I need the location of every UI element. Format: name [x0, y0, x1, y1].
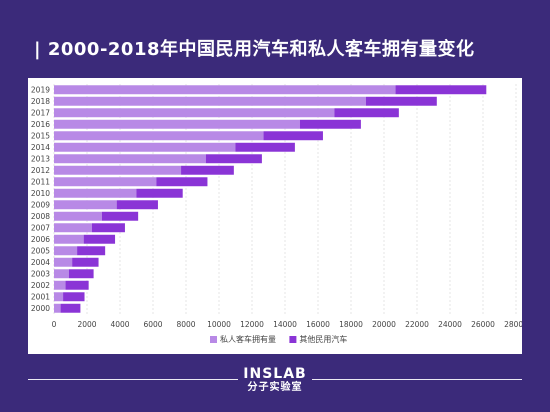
bar-segment — [54, 108, 335, 118]
x-tick-label: 16000 — [306, 320, 330, 329]
x-tick-label: 22000 — [405, 320, 429, 329]
bar-segment — [263, 131, 323, 141]
bar-segment — [54, 188, 137, 198]
bar-segment — [101, 211, 139, 221]
bar-segment — [54, 200, 117, 210]
bar-segment — [91, 223, 125, 233]
bar-segment — [136, 188, 183, 198]
bar-segment — [54, 223, 92, 233]
bar-segment — [54, 246, 78, 256]
x-tick-label: 8000 — [176, 320, 195, 329]
bar-segment — [181, 165, 234, 175]
bar-segment — [63, 292, 85, 302]
bar-segment — [54, 96, 366, 106]
legend-label: 私人客车拥有量 — [220, 334, 276, 344]
y-tick-label: 2018 — [31, 97, 50, 106]
bar-segment — [54, 303, 61, 313]
y-tick-label: 2008 — [31, 212, 50, 221]
x-tick-label: 14000 — [273, 320, 297, 329]
y-tick-label: 2006 — [31, 235, 50, 244]
y-tick-label: 2017 — [31, 108, 50, 117]
footer-divider-left — [28, 379, 238, 380]
bar-segment — [54, 269, 69, 279]
bar-segment — [235, 142, 295, 152]
y-tick-label: 2011 — [31, 177, 50, 186]
bar-segment — [54, 292, 64, 302]
x-tick-label: 28000 — [504, 320, 522, 329]
y-tick-label: 2016 — [31, 120, 50, 129]
bar-segment — [54, 177, 157, 187]
bar-segment — [83, 234, 116, 244]
bar-segment — [54, 234, 84, 244]
chart-panel: 0 2000 4000 6000 8000 10000 12000 14000 16000 180… — [28, 78, 522, 354]
x-tick-label: 26000 — [471, 320, 495, 329]
legend-swatch — [289, 336, 297, 343]
bar-segment — [54, 280, 66, 290]
bar-segment — [116, 200, 158, 210]
y-tick-label: 2019 — [31, 85, 50, 94]
y-tick-label: 2010 — [31, 189, 50, 198]
bar-segment — [299, 119, 361, 129]
bar-segment — [54, 131, 264, 141]
bar-segment — [54, 142, 236, 152]
y-tick-label: 2002 — [31, 281, 50, 290]
x-tick-label: 2000 — [77, 320, 96, 329]
y-tick-label: 2013 — [31, 154, 50, 163]
legend-swatch — [210, 336, 217, 343]
bar-segment — [54, 154, 206, 164]
stacked-bar-chart: 0 2000 4000 6000 8000 10000 12000 14000 16000 180… — [31, 84, 522, 344]
y-tick-label: 2000 — [31, 304, 50, 313]
y-tick-label: 2005 — [31, 246, 50, 255]
x-tick-label: 10000 — [207, 320, 231, 329]
brand-logo: INSLAB 分子实验室 — [0, 366, 550, 394]
x-tick-label: 12000 — [240, 320, 264, 329]
bar-segment — [54, 85, 396, 95]
bar-segment — [334, 108, 399, 118]
bar-segment — [65, 280, 89, 290]
bar-segment — [54, 119, 300, 129]
y-tick-label: 2015 — [31, 131, 50, 140]
y-tick-label: 2001 — [31, 292, 50, 301]
bar-segment — [54, 211, 102, 221]
footer-divider-right — [312, 379, 522, 380]
bar-segment — [395, 85, 487, 95]
x-tick-label: 0 — [52, 320, 57, 329]
y-tick-label: 2007 — [31, 223, 50, 232]
bar-segment — [156, 177, 208, 187]
y-tick-label: 2012 — [31, 166, 50, 175]
x-tick-label: 4000 — [110, 320, 129, 329]
bar-segment — [54, 165, 182, 175]
bar-segment — [77, 246, 106, 256]
x-tick-label: 6000 — [143, 320, 162, 329]
chart-title: | 2000-2018年中国民用汽车和私人客车拥有量变化 — [34, 39, 475, 60]
y-tick-label: 2014 — [31, 143, 50, 152]
brand-name: INSLAB — [243, 366, 307, 382]
bar-segment — [68, 269, 94, 279]
x-tick-label: 18000 — [339, 320, 363, 329]
legend-label: 其他民用汽车 — [299, 334, 347, 344]
bar-segment — [365, 96, 437, 106]
bar-segment — [54, 257, 73, 267]
bar-segment — [205, 154, 262, 164]
bar-segment — [72, 257, 99, 267]
bar-segment — [60, 303, 81, 313]
y-tick-label: 2003 — [31, 269, 50, 278]
brand-subtitle: 分子实验室 — [247, 382, 303, 393]
x-tick-label: 24000 — [438, 320, 462, 329]
x-tick-label: 20000 — [372, 320, 396, 329]
y-tick-label: 2009 — [31, 200, 50, 209]
y-tick-label: 2004 — [31, 258, 50, 267]
